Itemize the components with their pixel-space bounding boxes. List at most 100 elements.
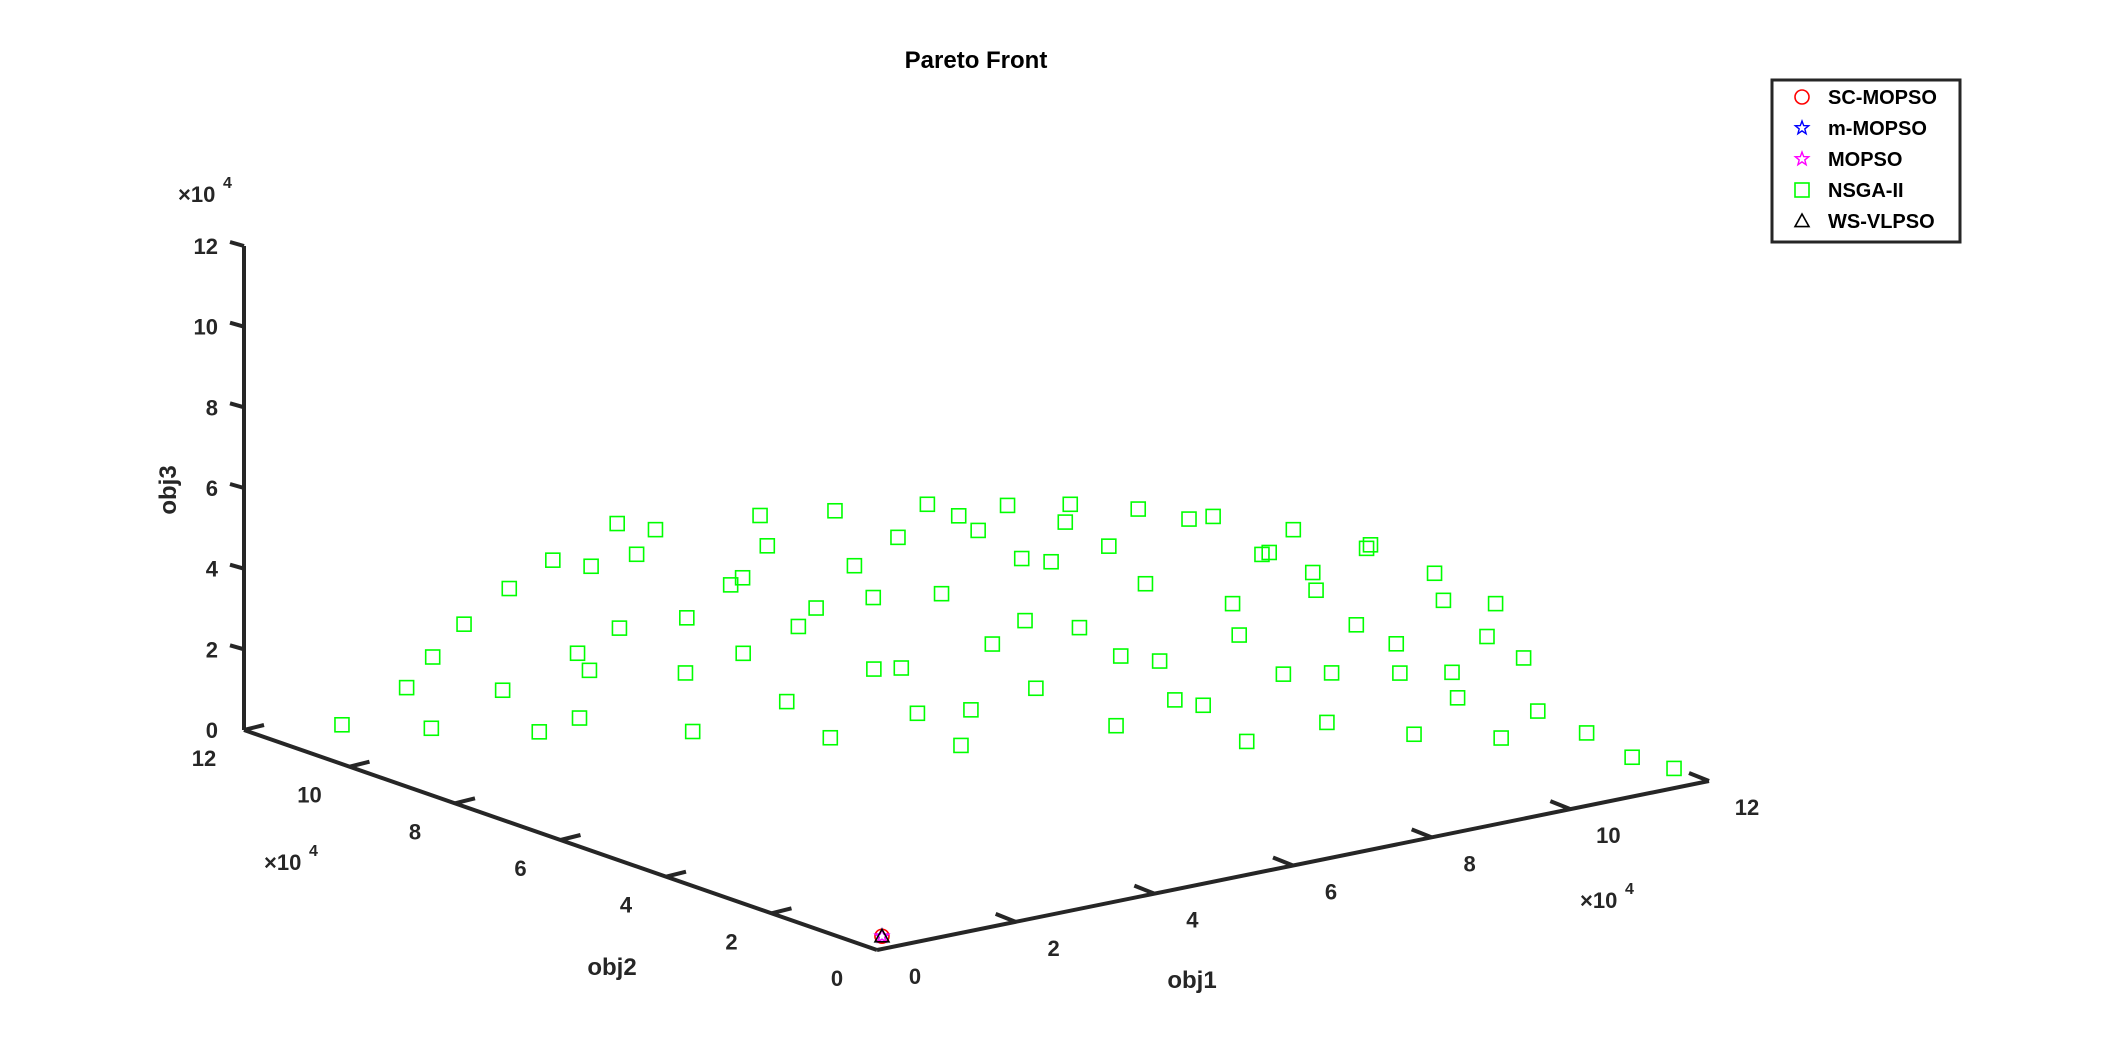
x-tick-mark <box>994 911 1017 924</box>
y-tick-mark <box>454 796 476 806</box>
y-tick-label: 6 <box>514 856 526 881</box>
data-point <box>822 729 839 746</box>
data-point <box>1358 540 1375 557</box>
legend-item: NSGA-II <box>1794 180 1904 202</box>
y-exponent-base: ×10 <box>264 850 301 875</box>
data-point <box>1323 665 1340 681</box>
legend-marker <box>1793 118 1811 136</box>
x-tick-label: 4 <box>1186 908 1199 933</box>
data-point <box>752 507 768 524</box>
data-point <box>423 720 440 737</box>
x-tick-label: 6 <box>1325 880 1337 905</box>
y-tick-mark <box>665 869 687 879</box>
legend-item: MOPSO <box>1793 149 1902 171</box>
data-point <box>1101 538 1117 554</box>
y-tick-label: 4 <box>620 893 633 918</box>
data-point <box>919 496 936 513</box>
data-point <box>334 716 350 733</box>
data-point <box>1195 697 1211 714</box>
z-tick-mark <box>229 562 245 571</box>
y-tick-label: 8 <box>409 819 421 844</box>
y-axis-exponent: ×10 4 <box>264 843 318 875</box>
y-tick-label: 12 <box>192 746 216 771</box>
axis-ticks: 0 2 4 6 8 10 12 0 2 4 6 8 10 12 0 2 4 6 8 10 12 <box>192 234 1759 991</box>
data-point <box>866 661 882 677</box>
z-tick-mark <box>229 320 245 329</box>
data-point <box>1057 514 1074 530</box>
data-point <box>808 600 824 616</box>
legend-label: WS-VLPSO <box>1828 211 1935 233</box>
data-point <box>1238 733 1255 750</box>
data-point <box>456 616 472 632</box>
data-point <box>1043 553 1059 570</box>
data-point <box>1254 546 1270 563</box>
legend-marker <box>1794 89 1810 105</box>
data-point <box>1578 725 1595 741</box>
data-point <box>1444 664 1460 681</box>
series-ws-vlpso <box>873 927 891 943</box>
data-point <box>827 502 843 519</box>
legend-marker <box>1794 182 1810 198</box>
data-point <box>1013 550 1030 567</box>
legend-marker <box>1793 212 1811 228</box>
data-point <box>1319 714 1335 731</box>
data-point <box>581 662 598 679</box>
data-point <box>735 645 751 662</box>
y-tick-mark <box>771 906 792 916</box>
data-point <box>790 618 807 635</box>
x-exponent-power: 4 <box>1625 881 1634 898</box>
data-point <box>1275 666 1292 682</box>
series-nsga-ii <box>334 496 1682 777</box>
data-point <box>1487 595 1504 612</box>
data-point <box>1435 592 1452 609</box>
z-tick-mark <box>229 643 245 652</box>
z-tick-mark <box>229 482 245 490</box>
x-tick-label: 2 <box>1048 936 1060 961</box>
z-tick-mark <box>229 240 245 248</box>
x-axis-label: obj1 <box>1167 967 1216 994</box>
x-exponent-base: ×10 <box>1580 888 1617 913</box>
data-point <box>1017 612 1033 629</box>
data-point <box>1181 511 1197 527</box>
data-point <box>684 723 701 740</box>
z-tick-label: 0 <box>206 718 218 743</box>
data-point <box>569 645 586 662</box>
data-point <box>950 508 967 524</box>
data-point <box>1308 582 1324 599</box>
y-axis-label: obj2 <box>587 954 636 981</box>
data-point <box>628 546 645 563</box>
data-point <box>1205 508 1221 525</box>
data-point <box>778 693 795 710</box>
data-point <box>933 585 950 602</box>
data-point <box>494 682 511 699</box>
data-point <box>1285 521 1302 538</box>
z-tick-label: 8 <box>206 395 218 420</box>
data-point <box>1479 628 1495 645</box>
data-point <box>1666 760 1682 777</box>
data-point <box>865 589 882 606</box>
data-point <box>890 529 906 546</box>
data-point <box>647 521 664 538</box>
data-point <box>1624 749 1640 766</box>
data-point <box>1130 501 1147 517</box>
data-point <box>1426 565 1443 582</box>
x-tick-mark <box>1133 883 1156 896</box>
y-tick-mark <box>243 723 265 732</box>
data-point <box>1392 665 1408 681</box>
x-tick-label: 12 <box>1735 795 1759 820</box>
data-point <box>1449 690 1466 706</box>
x-axis-exponent: ×10 4 <box>1580 881 1634 913</box>
series-mopso <box>873 927 891 944</box>
x-tick-mark <box>1688 771 1710 783</box>
data-point <box>1071 619 1088 636</box>
data-point <box>1348 617 1365 633</box>
legend-item: SC-MOPSO <box>1794 87 1937 109</box>
data-point <box>963 702 979 718</box>
y-tick-mark <box>349 759 370 769</box>
legend-label: MOPSO <box>1828 149 1902 171</box>
data-point <box>1515 650 1532 666</box>
data-point <box>970 522 986 539</box>
data-point <box>545 552 561 568</box>
